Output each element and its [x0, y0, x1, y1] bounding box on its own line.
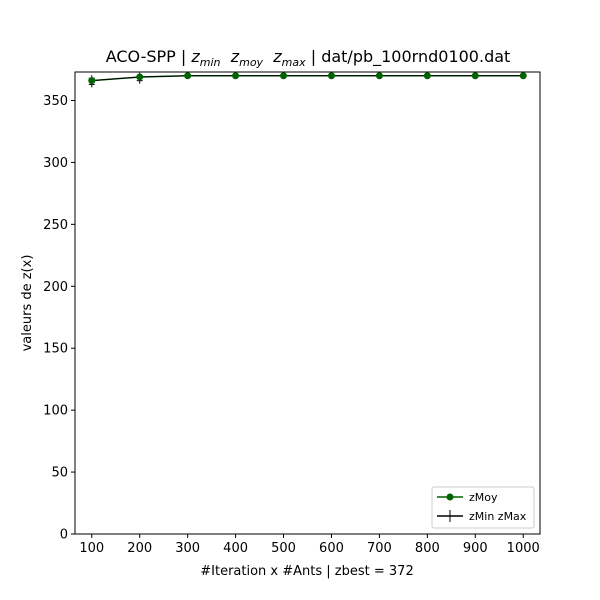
- zmoy-point: [184, 72, 192, 80]
- zmoy-point: [423, 72, 431, 80]
- y-axis-label: valeurs de z(x): [20, 255, 35, 352]
- y-tick-label: 150: [43, 342, 68, 357]
- x-tick-label: 200: [127, 541, 152, 556]
- title-math-zmax-base: z: [272, 47, 282, 66]
- zmoy-point: [327, 72, 335, 80]
- x-tick-label: 500: [271, 541, 296, 556]
- zmoy-point: [519, 72, 527, 80]
- title-math-zmoy-sub: moy: [239, 56, 263, 69]
- legend-zminmax-label: zMin zMax: [469, 510, 527, 523]
- x-tick-label: 600: [319, 541, 344, 556]
- x-tick-label: 900: [463, 541, 488, 556]
- legend-zmoy-label: zMoy: [469, 491, 498, 504]
- chart-title: ACO-SPP | zmin zmoy zmax | dat/pb_100rnd…: [106, 47, 511, 69]
- zminmax-line: [91, 75, 524, 82]
- y-tick-label: 300: [43, 156, 68, 171]
- axes-frame: [74, 71, 541, 535]
- title-math-zmin-base: z: [190, 47, 200, 66]
- x-axis-label: #Iteration x #Ants | zbest = 372: [200, 564, 413, 579]
- legend-zmoy-marker: [446, 493, 454, 501]
- y-tick-label: 350: [43, 94, 68, 109]
- legend: zMoy zMin zMax: [431, 486, 535, 529]
- zmoy-point: [375, 72, 383, 80]
- x-tick-label: 1000: [507, 541, 540, 556]
- x-tick-label: 800: [415, 541, 440, 556]
- y-tick-label: 100: [43, 404, 68, 419]
- y-tick-label: 200: [43, 280, 68, 295]
- x-tick-label: 700: [367, 541, 392, 556]
- chart-title-suffix: | dat/pb_100rnd0100.dat: [306, 47, 511, 67]
- y-tick-label: 0: [60, 528, 68, 543]
- y-tick-label: 250: [43, 218, 68, 233]
- plot-area: 100 200 300 400 500 600 700 800 900 1000 0 50 100 150…: [43, 72, 540, 556]
- zmoy-point: [471, 72, 479, 80]
- x-tick-label: 100: [79, 541, 104, 556]
- zmoy-point: [280, 72, 288, 80]
- title-math-zmoy-base: z: [230, 47, 240, 66]
- zmoy-point: [136, 73, 144, 81]
- title-math-zmax-sub: max: [282, 56, 306, 69]
- chart-title-prefix: ACO-SPP |: [106, 47, 192, 66]
- zmoy-point: [88, 77, 96, 85]
- x-tick-label: 400: [223, 541, 248, 556]
- x-tick-label: 300: [175, 541, 200, 556]
- y-tick-label: 50: [51, 466, 68, 481]
- zmoy-point: [232, 72, 240, 80]
- title-math-zmin-sub: min: [200, 56, 221, 69]
